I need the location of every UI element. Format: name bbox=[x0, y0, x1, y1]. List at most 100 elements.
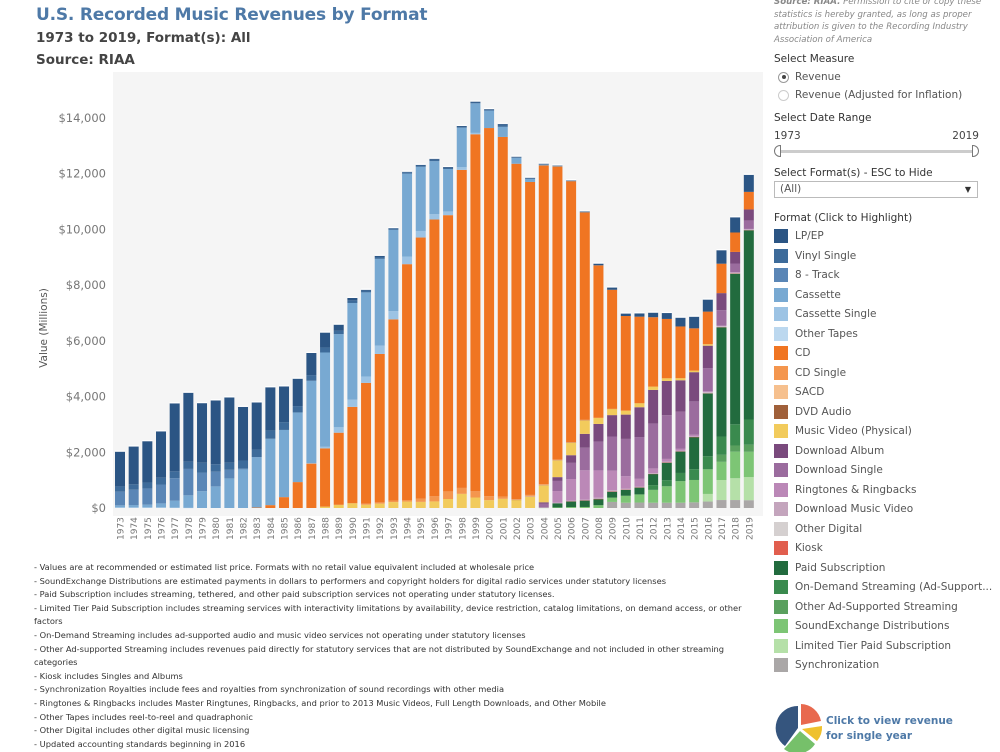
bar-segment[interactable] bbox=[320, 332, 331, 348]
bar-segment[interactable] bbox=[634, 486, 645, 488]
bar-segment[interactable] bbox=[716, 480, 727, 501]
legend-swatch[interactable] bbox=[774, 248, 788, 263]
bar-segment[interactable] bbox=[702, 501, 713, 508]
bar-segment[interactable] bbox=[675, 326, 686, 379]
legend-swatch[interactable] bbox=[774, 482, 788, 497]
bar-segment[interactable] bbox=[115, 505, 125, 508]
bar-segment[interactable] bbox=[538, 164, 549, 165]
bar-segment[interactable] bbox=[634, 437, 645, 479]
bar-segment[interactable] bbox=[566, 500, 577, 502]
legend-label[interactable]: CD Single bbox=[795, 366, 847, 379]
bar-stack-1990[interactable] bbox=[347, 296, 358, 508]
legend-item[interactable]: Download Album bbox=[774, 441, 994, 461]
bar-segment[interactable] bbox=[552, 166, 563, 460]
measure-option-revenue[interactable]: Revenue bbox=[778, 68, 994, 86]
date-range-slider[interactable] bbox=[774, 145, 979, 159]
bar-segment[interactable] bbox=[402, 172, 413, 174]
bar-segment[interactable] bbox=[456, 493, 467, 508]
bar-segment[interactable] bbox=[265, 387, 276, 431]
legend-swatch[interactable] bbox=[774, 385, 788, 400]
bar-segment[interactable] bbox=[648, 423, 659, 469]
bar-segment[interactable] bbox=[743, 477, 754, 501]
bar-segment[interactable] bbox=[511, 157, 522, 164]
bar-segment[interactable] bbox=[197, 403, 208, 463]
bar-segment[interactable] bbox=[265, 505, 276, 508]
bar-segment[interactable] bbox=[156, 484, 167, 504]
bar-segment[interactable] bbox=[675, 448, 686, 451]
bar-segment[interactable] bbox=[265, 438, 276, 506]
bar-segment[interactable] bbox=[443, 167, 454, 169]
bar-stack-1996[interactable] bbox=[429, 157, 440, 508]
bar-segment[interactable] bbox=[169, 500, 180, 508]
bar-segment[interactable] bbox=[238, 460, 249, 469]
bar-stack-1992[interactable] bbox=[374, 254, 385, 508]
bar-segment[interactable] bbox=[347, 302, 358, 400]
bar-segment[interactable] bbox=[702, 299, 713, 312]
bar-segment[interactable] bbox=[579, 500, 590, 507]
bar-segment[interactable] bbox=[607, 497, 618, 502]
bar-segment[interactable] bbox=[210, 471, 221, 487]
bar-stack-2004[interactable] bbox=[538, 162, 549, 509]
bar-stack-1978[interactable] bbox=[183, 391, 194, 509]
legend-item[interactable]: On-Demand Streaming (Ad-Support... bbox=[774, 577, 994, 597]
legend-item[interactable]: Music Video (Physical) bbox=[774, 421, 994, 441]
bar-stack-1991[interactable] bbox=[361, 288, 372, 508]
bar-segment[interactable] bbox=[661, 380, 672, 416]
bar-segment[interactable] bbox=[402, 171, 413, 173]
bar-segment[interactable] bbox=[566, 455, 577, 463]
legend-swatch[interactable] bbox=[774, 287, 788, 302]
bar-segment[interactable] bbox=[128, 446, 139, 485]
bar-segment[interactable] bbox=[402, 173, 413, 257]
legend-item[interactable]: Vinyl Single bbox=[774, 246, 994, 266]
bar-segment[interactable] bbox=[620, 316, 631, 411]
bar-segment[interactable] bbox=[361, 289, 372, 291]
bar-segment[interactable] bbox=[620, 438, 631, 477]
bar-segment[interactable] bbox=[361, 292, 372, 377]
bar-segment[interactable] bbox=[470, 103, 481, 133]
bar-stack-1998[interactable] bbox=[456, 124, 467, 508]
bar-segment[interactable] bbox=[730, 500, 741, 508]
bar-stack-1975[interactable] bbox=[142, 439, 153, 508]
bar-segment[interactable] bbox=[292, 406, 303, 413]
bar-segment[interactable] bbox=[388, 502, 399, 508]
bar-segment[interactable] bbox=[689, 437, 700, 470]
bar-segment[interactable] bbox=[552, 507, 563, 508]
bar-segment[interactable] bbox=[238, 469, 249, 508]
bar-stack-1994[interactable] bbox=[402, 170, 413, 508]
bar-segment[interactable] bbox=[238, 406, 249, 461]
bar-segment[interactable] bbox=[648, 474, 659, 486]
bar-segment[interactable] bbox=[702, 391, 713, 393]
bar-stack-1981[interactable] bbox=[224, 396, 235, 508]
bar-segment[interactable] bbox=[702, 469, 713, 494]
bar-segment[interactable] bbox=[388, 229, 399, 312]
bar-segment[interactable] bbox=[716, 454, 727, 462]
bar-segment[interactable] bbox=[661, 458, 672, 462]
bar-stack-2005[interactable] bbox=[552, 164, 563, 508]
bar-segment[interactable] bbox=[566, 442, 577, 456]
bar-segment[interactable] bbox=[224, 478, 235, 508]
bar-segment[interactable] bbox=[429, 501, 440, 508]
bar-segment[interactable] bbox=[183, 495, 194, 508]
bar-segment[interactable] bbox=[593, 263, 604, 266]
bar-segment[interactable] bbox=[169, 471, 180, 479]
bar-segment[interactable] bbox=[497, 123, 508, 125]
legend-swatch[interactable] bbox=[774, 443, 788, 458]
bar-segment[interactable] bbox=[689, 436, 700, 437]
slider-handle-end[interactable] bbox=[972, 145, 979, 158]
bar-segment[interactable] bbox=[402, 501, 413, 508]
bar-segment[interactable] bbox=[730, 232, 741, 252]
bar-segment[interactable] bbox=[716, 500, 727, 508]
bar-segment[interactable] bbox=[607, 436, 618, 471]
bar-segment[interactable] bbox=[210, 464, 221, 472]
bar-stack-1997[interactable] bbox=[443, 165, 454, 508]
bar-segment[interactable] bbox=[470, 497, 481, 508]
bar-segment[interactable] bbox=[675, 378, 686, 381]
bar-segment[interactable] bbox=[361, 290, 372, 293]
bar-segment[interactable] bbox=[525, 494, 536, 496]
bar-segment[interactable] bbox=[169, 403, 180, 472]
bar-segment[interactable] bbox=[579, 212, 590, 420]
bar-segment[interactable] bbox=[538, 164, 549, 166]
bar-segment[interactable] bbox=[251, 449, 262, 458]
bar-segment[interactable] bbox=[743, 451, 754, 478]
bar-segment[interactable] bbox=[320, 446, 331, 449]
